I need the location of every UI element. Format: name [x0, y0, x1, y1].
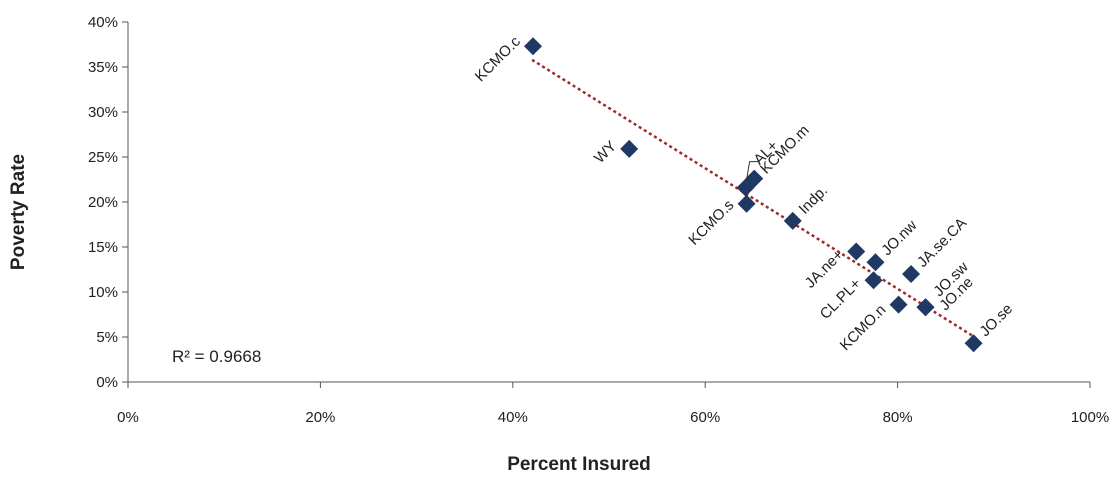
data-point-marker [902, 265, 921, 283]
y-tick-label: 20% [88, 194, 118, 211]
data-point-marker [864, 271, 883, 290]
y-tick-label: 5% [96, 329, 118, 346]
y-tick-label: 40% [88, 14, 118, 31]
data-point-marker [783, 211, 802, 230]
data-point-label: KCMO.c [472, 33, 524, 85]
data-point-marker [737, 194, 756, 213]
x-tick-label: 40% [498, 409, 528, 426]
data-point-label: CL.PL+ [817, 275, 865, 323]
x-tick-label: 100% [1071, 409, 1109, 426]
x-tick-label: 0% [117, 409, 139, 426]
x-tick-label: 20% [305, 409, 335, 426]
data-point-label: JO.nw [878, 217, 920, 259]
trendline [531, 58, 976, 339]
data-point-marker [964, 334, 983, 353]
x-axis-title: Percent Insured [507, 454, 651, 475]
data-point-marker [889, 295, 908, 314]
data-point-marker [745, 169, 764, 188]
y-axis-title: Poverty Rate [8, 154, 29, 270]
r-squared-annotation: R² = 0.9668 [172, 347, 261, 366]
data-point-marker [620, 139, 639, 158]
y-tick-label: 25% [88, 149, 118, 166]
y-tick-label: 15% [88, 239, 118, 256]
data-point-marker [847, 242, 866, 261]
data-point-label: Indp. [796, 182, 832, 218]
y-tick-label: 0% [96, 374, 118, 391]
data-point-marker [916, 298, 935, 317]
x-tick-label: 60% [690, 409, 720, 426]
data-point-marker [524, 37, 543, 56]
data-point-label: JA.ne+ [802, 246, 848, 292]
x-tick-label: 80% [883, 409, 913, 426]
data-point-label: KCMO.n [837, 301, 890, 354]
data-point-label: KCMO.s [685, 197, 737, 249]
data-point-marker [866, 253, 885, 272]
data-point-label: WY [591, 138, 620, 167]
y-tick-label: 30% [88, 104, 118, 121]
y-tick-label: 10% [88, 284, 118, 301]
label-leader-line [746, 161, 760, 180]
y-tick-label: 35% [88, 59, 118, 76]
data-point-label: JO.se [976, 300, 1016, 340]
